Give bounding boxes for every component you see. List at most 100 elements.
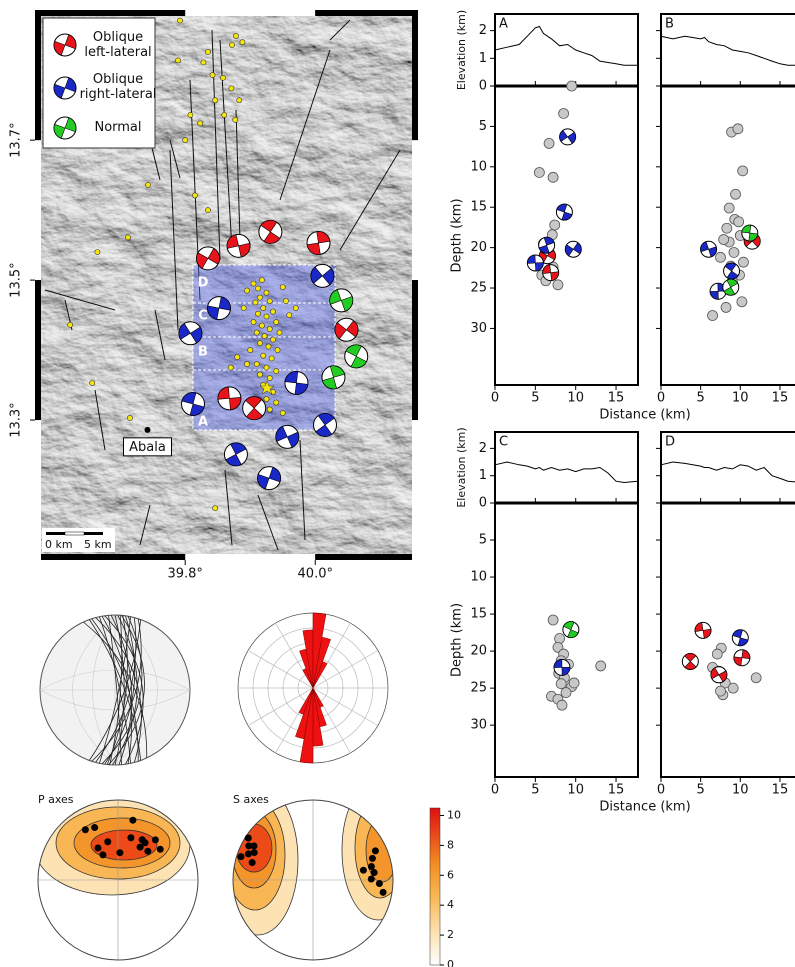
event bbox=[721, 222, 733, 234]
depth-label: Depth (km) bbox=[450, 603, 465, 677]
mechanism-quadrant bbox=[737, 637, 749, 647]
earthquake bbox=[259, 322, 265, 329]
mechanism-quadrant bbox=[724, 262, 737, 272]
fault bbox=[339, 149, 401, 251]
axis-point bbox=[250, 842, 258, 850]
earthquake bbox=[273, 399, 280, 406]
panel-title: A bbox=[499, 17, 508, 32]
mechanism-quadrant bbox=[53, 123, 66, 139]
mechanism-quadrant bbox=[723, 286, 736, 296]
frame-segment bbox=[185, 10, 316, 16]
mechanism-quadrant bbox=[286, 431, 300, 448]
earthquake bbox=[265, 343, 272, 350]
earthquake bbox=[260, 305, 267, 311]
great-circle bbox=[88, 619, 142, 761]
p-density bbox=[38, 800, 198, 960]
axis-point bbox=[359, 866, 367, 874]
mechanism-quadrant bbox=[748, 232, 759, 242]
mechanism-quadrant bbox=[556, 203, 568, 213]
earthquake bbox=[182, 137, 189, 144]
axis-point bbox=[104, 838, 112, 846]
scale-label: 0 km bbox=[45, 538, 73, 551]
event bbox=[723, 202, 735, 214]
earthquake bbox=[250, 319, 257, 325]
scale-label: 5 km bbox=[84, 538, 112, 551]
legend-label: Oblique left-lateral bbox=[84, 30, 152, 60]
depth-label: Depth (km) bbox=[450, 198, 465, 272]
x-tick-label: 5 bbox=[531, 783, 539, 798]
mechanism-quadrant bbox=[181, 392, 197, 405]
earthquake bbox=[94, 249, 101, 256]
y-tick-label: 10 bbox=[470, 570, 487, 585]
frame-segment bbox=[35, 420, 41, 560]
earthquake bbox=[197, 120, 204, 127]
earthquake bbox=[253, 329, 260, 336]
elevation-label: Elevation (km) bbox=[455, 427, 468, 507]
y-tick-label: 15 bbox=[470, 607, 487, 622]
mechanism-quadrant bbox=[196, 252, 209, 269]
axis-point bbox=[371, 847, 379, 855]
axis-point bbox=[237, 853, 245, 861]
event bbox=[543, 137, 555, 149]
panel-title: P axes bbox=[38, 793, 74, 806]
mechanism-quadrant bbox=[684, 653, 697, 662]
mechanism-quadrant bbox=[64, 77, 77, 93]
y-tick-label: 2 bbox=[479, 441, 487, 456]
axis-point bbox=[99, 851, 107, 859]
y-tick-label: 25 bbox=[470, 681, 487, 696]
mechanism-quadrant bbox=[321, 268, 335, 286]
earthquake bbox=[250, 280, 257, 287]
mechanism-quadrant bbox=[207, 248, 220, 265]
fault bbox=[44, 289, 116, 311]
event bbox=[558, 108, 569, 119]
axis-point bbox=[151, 836, 159, 844]
mechanism-quadrant bbox=[245, 396, 263, 409]
y-tick-label: 15 bbox=[470, 200, 487, 215]
x-tick-label: 10 bbox=[567, 783, 584, 798]
axis-point bbox=[250, 849, 258, 857]
depth-box bbox=[660, 502, 795, 778]
axis-point bbox=[144, 847, 152, 855]
earthquake bbox=[236, 97, 243, 104]
mechanism-quadrant bbox=[329, 289, 342, 305]
panel-title: D bbox=[665, 435, 675, 450]
crosshair bbox=[38, 800, 393, 960]
mechanism-quadrant bbox=[708, 246, 717, 258]
y-tick-label: 30 bbox=[470, 718, 487, 733]
mechanism-quadrant bbox=[316, 231, 331, 244]
mechanism-quadrant bbox=[694, 622, 704, 632]
y-tick-label: 1 bbox=[479, 468, 487, 483]
earthquake bbox=[221, 112, 228, 118]
mechanism-quadrant bbox=[572, 242, 582, 255]
axis-point bbox=[244, 834, 252, 842]
earthquake bbox=[279, 284, 286, 290]
mechanism-quadrant bbox=[733, 656, 743, 667]
mechanism-quadrant bbox=[189, 403, 205, 416]
place-box bbox=[122, 437, 172, 457]
earthquake bbox=[244, 361, 250, 367]
earthquake bbox=[270, 308, 276, 315]
depth-box bbox=[494, 502, 639, 778]
earthquake bbox=[67, 321, 74, 328]
y-tick-label: 0 bbox=[479, 496, 487, 511]
mechanism-quadrant bbox=[53, 40, 66, 56]
axis-point bbox=[141, 839, 149, 847]
earthquake bbox=[233, 32, 239, 39]
x-tick-label: 10 bbox=[732, 391, 749, 406]
great-circle bbox=[99, 616, 131, 764]
mechanism-quadrant bbox=[567, 131, 576, 144]
earthquake bbox=[255, 310, 261, 317]
frame-segment bbox=[412, 280, 418, 421]
earthquake bbox=[252, 299, 259, 306]
earthquake bbox=[266, 298, 273, 304]
earthquake bbox=[187, 112, 194, 118]
mechanism-quadrant bbox=[702, 628, 712, 639]
axis-point bbox=[91, 824, 99, 832]
mechanism-quadrant bbox=[346, 320, 359, 338]
frame-segment bbox=[35, 10, 186, 16]
legend-label: Normal bbox=[94, 120, 142, 135]
mechanism-quadrant bbox=[263, 231, 281, 244]
y-tick-label: 2 bbox=[479, 23, 487, 38]
earthquake bbox=[257, 340, 263, 346]
distance-label: Distance (km) bbox=[599, 800, 690, 815]
